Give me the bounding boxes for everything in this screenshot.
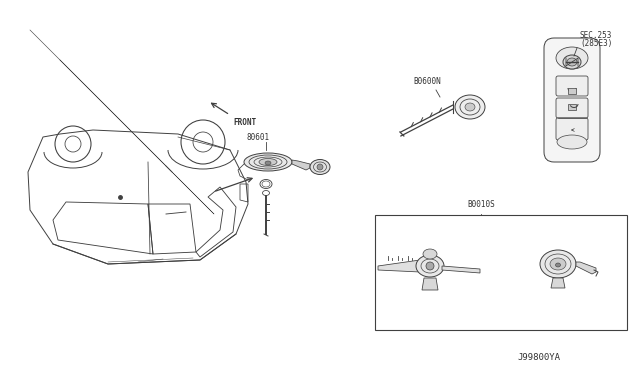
Text: B0010S: B0010S [467, 200, 495, 209]
Circle shape [317, 164, 323, 170]
FancyBboxPatch shape [556, 118, 588, 140]
Bar [375, 215, 627, 330]
Polygon shape [576, 262, 596, 274]
Ellipse shape [310, 160, 330, 174]
Polygon shape [442, 266, 480, 273]
Ellipse shape [416, 255, 444, 277]
Ellipse shape [244, 153, 292, 171]
Polygon shape [551, 278, 565, 288]
FancyBboxPatch shape [544, 38, 600, 162]
Ellipse shape [455, 95, 485, 119]
Text: SEC.253: SEC.253 [580, 31, 612, 40]
Polygon shape [422, 278, 438, 290]
Ellipse shape [563, 55, 581, 69]
FancyBboxPatch shape [556, 98, 588, 118]
Ellipse shape [556, 47, 588, 69]
Text: FRONT: FRONT [233, 118, 256, 127]
Text: J99800YA: J99800YA [517, 353, 560, 362]
Ellipse shape [540, 250, 576, 278]
Ellipse shape [423, 249, 437, 259]
FancyBboxPatch shape [556, 76, 588, 96]
Bar [568, 104, 576, 110]
Text: 80601: 80601 [246, 133, 269, 142]
Ellipse shape [557, 135, 587, 149]
Ellipse shape [259, 158, 277, 166]
Bar [568, 88, 576, 94]
Text: (285E3): (285E3) [580, 39, 612, 48]
Ellipse shape [567, 58, 577, 66]
Ellipse shape [465, 103, 475, 111]
Ellipse shape [265, 161, 271, 165]
Circle shape [426, 262, 434, 270]
Polygon shape [292, 160, 310, 170]
Ellipse shape [556, 263, 561, 267]
Text: B0600N: B0600N [413, 77, 441, 86]
Ellipse shape [550, 258, 566, 270]
Polygon shape [378, 260, 420, 272]
